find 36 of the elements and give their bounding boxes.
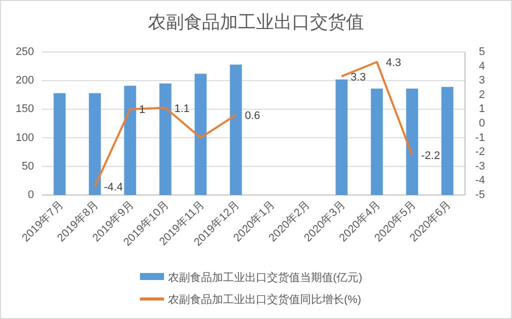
bar: [406, 88, 418, 195]
y2-tick-label: 5: [478, 46, 485, 58]
y-tick-label: 0: [28, 189, 34, 201]
bar: [370, 88, 383, 195]
y2-tick-label: 3: [478, 74, 485, 87]
y-tick-label: 150: [16, 103, 34, 116]
chart-title: 农副食品加工业出口交货值: [148, 12, 364, 32]
y2-tick-label: 2: [478, 88, 485, 101]
bar: [88, 93, 101, 195]
y-tick-label: 250: [16, 46, 34, 58]
y2-tick-label: 4: [478, 60, 485, 72]
y-tick-label: 50: [22, 160, 34, 172]
bar: [441, 86, 454, 195]
y2-tick-label: -2: [475, 146, 485, 158]
data-label: -4.4: [104, 181, 123, 194]
y-tick-label: 200: [16, 74, 34, 87]
bar: [124, 86, 136, 195]
data-label: 3.3: [350, 71, 366, 84]
legend-label: 农副食品加工业出口交货值同比增长(%): [168, 293, 362, 306]
data-label: 1.1: [174, 102, 190, 115]
bar: [336, 79, 348, 195]
y2-tick-label: 0: [478, 118, 485, 130]
legend-label: 农副食品加工业出口交货值当期值(亿元): [168, 271, 362, 284]
data-label: 4.3: [386, 57, 402, 70]
bar: [54, 93, 66, 195]
y2-tick-label: -1: [475, 132, 485, 144]
data-label: 0.6: [244, 110, 260, 122]
bar: [230, 64, 242, 195]
bar: [194, 74, 207, 195]
y2-tick-label: -3: [475, 160, 485, 172]
y-tick-label: 100: [16, 132, 34, 144]
y2-tick-label: -4: [475, 174, 485, 187]
y2-tick-label: 1: [478, 103, 485, 116]
bar: [159, 83, 172, 195]
data-label: -2.2: [421, 150, 440, 162]
y2-tick-label: -5: [475, 189, 485, 201]
